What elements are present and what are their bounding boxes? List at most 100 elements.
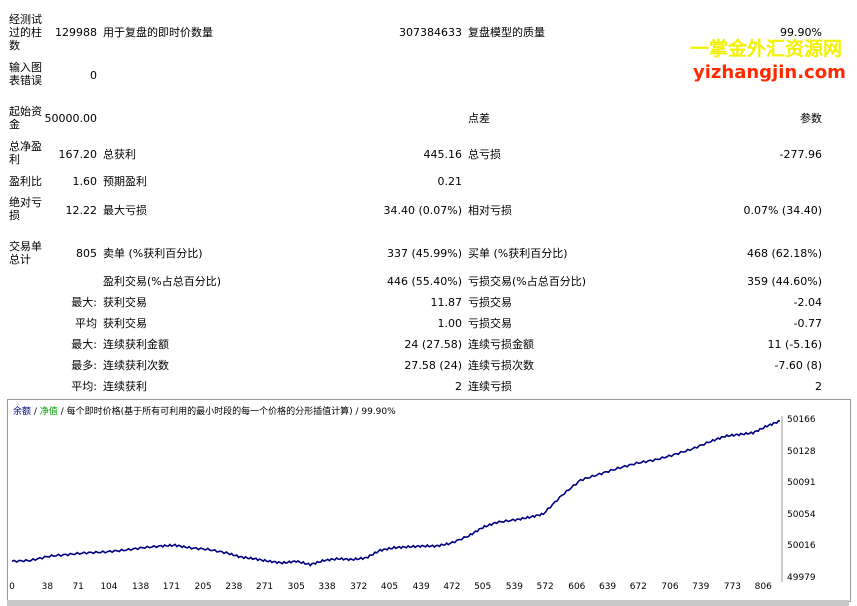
maximal-consec-loss-value: -7.60 (8) [774, 359, 822, 372]
loss-trades-label: 亏损交易(%占总百分比) [468, 275, 587, 288]
x-tick-label: 205 [194, 582, 212, 592]
abs-drawdown-label: 绝对亏损 [9, 196, 42, 222]
x-tick-label: 372 [350, 582, 368, 592]
max-drawdown-value: 34.40 (0.07%) [383, 204, 462, 217]
maximal-consec-profit-value: 27.58 (24) [404, 359, 462, 372]
quality-value: 99.90% [780, 26, 822, 39]
x-tick-label: 472 [443, 582, 461, 592]
gross-loss-label: 总亏损 [468, 148, 501, 161]
average-loss-value: -0.77 [793, 317, 822, 330]
largest-profit-value: 11.87 [430, 296, 463, 309]
x-tick-label: 238 [225, 582, 243, 592]
max-drawdown-label: 最大亏损 [103, 204, 147, 217]
x-tick-label: 706 [661, 582, 679, 592]
mismatch-label: 输入图表错误 [9, 61, 42, 87]
x-tick-label: 639 [598, 582, 617, 592]
x-tick-label: 104 [100, 582, 118, 592]
largest-loss-value: -2.04 [793, 296, 822, 309]
x-tick-label: 739 [692, 582, 710, 592]
avg-consec-wins-value: 2 [455, 380, 462, 393]
x-tick-label: 0 [9, 582, 15, 592]
x-tick-label: 806 [754, 582, 772, 592]
y-tick-label: 50054 [787, 509, 816, 520]
profit-factor-value: 1.60 [72, 175, 98, 188]
x-tick-label: 572 [536, 582, 554, 592]
x-tick-label: 405 [380, 582, 399, 592]
average-prefix: 平均 [75, 317, 97, 330]
legend-model: 每个即时价格(基于所有可利用的最小时段的每一个价格的分形插值计算) [66, 407, 353, 417]
largest-loss-label: 亏损交易 [468, 296, 512, 309]
net-profit-value: 167.20 [58, 148, 98, 161]
x-tick-label: 773 [723, 582, 742, 592]
mismatch-value: 0 [90, 69, 97, 82]
expected-payoff-label: 预期盈利 [103, 175, 147, 188]
avg-consec-losses-value: 2 [815, 380, 822, 393]
rel-drawdown-label: 相对亏损 [468, 204, 512, 217]
long-positions-label: 买单 (%获利百分比) [468, 247, 568, 260]
max-consec-wins-label: 连续获利金额 [103, 338, 169, 351]
total-trades-value: 805 [76, 247, 97, 260]
gross-profit-value: 445.16 [423, 148, 463, 161]
legend-quality: 99.90% [361, 407, 396, 417]
short-positions-label: 卖单 (%获利百分比) [103, 247, 203, 260]
maximal-consec-profit-label: 连续获利次数 [103, 359, 169, 372]
profit-trades-label: 盈利交易(%占总百分比) [103, 275, 222, 288]
legend-equity: 净值 [39, 407, 58, 417]
max-consec-losses-value: 11 (-5.16) [767, 338, 822, 351]
x-tick-label: 271 [255, 582, 274, 592]
y-tick-label: 50016 [787, 541, 816, 552]
x-tick-label: 138 [132, 582, 150, 592]
profit-factor-label: 盈利比 [9, 175, 42, 188]
long-positions-value: 468 (62.18%) [746, 247, 822, 260]
max-prefix: 最大: [71, 338, 97, 351]
balance-chart [7, 399, 851, 602]
y-tick-label: 50166 [787, 415, 816, 425]
average-loss-label: 亏损交易 [468, 317, 512, 330]
short-positions-value: 337 (45.99%) [386, 247, 462, 260]
deposit-value: 50000.00 [44, 112, 98, 125]
y-tick-label: 49979 [787, 573, 816, 583]
spread-value: 参数 [800, 112, 822, 125]
x-tick-label: 606 [568, 582, 586, 592]
bars-tested-label: 经测试过的柱数 [9, 13, 42, 52]
total-trades-label: 交易单总计 [9, 240, 42, 266]
max-consec-wins-value: 24 (27.58) [404, 338, 462, 351]
quality-label: 复盘模型的质量 [468, 26, 545, 39]
y-tick-label: 50128 [787, 446, 816, 457]
expected-payoff-value: 0.21 [437, 175, 463, 188]
x-tick-label: 71 [72, 582, 84, 592]
watermark-title: 一掌金外汇资源网 [690, 38, 843, 60]
x-tick-label: 171 [162, 582, 180, 592]
ticks-value: 307384633 [399, 26, 462, 39]
largest-profit-label: 获利交易 [103, 296, 147, 309]
average-profit-value: 1.00 [437, 317, 463, 330]
ticks-label: 用于复盘的即时价数量 [103, 26, 213, 39]
legend-sep: / [352, 407, 362, 417]
gross-profit-label: 总获利 [103, 148, 136, 161]
x-tick-label: 38 [41, 582, 54, 592]
avg-consec-wins-label: 连续获利 [103, 380, 147, 393]
watermark-url: yizhangjin.com [693, 62, 846, 83]
x-tick-label: 439 [412, 582, 430, 592]
net-profit-label: 总净盈利 [9, 140, 42, 166]
x-tick-label: 539 [505, 582, 523, 592]
deposit-label: 起始资金 [9, 105, 42, 131]
legend-sep: / [31, 407, 40, 417]
x-tick-label: 305 [287, 582, 305, 592]
gross-loss-value: -277.96 [779, 148, 822, 161]
largest-prefix: 最大: [71, 296, 97, 309]
x-tick-label: 505 [474, 582, 492, 592]
spread-label: 点差 [468, 112, 490, 125]
abs-drawdown-value: 12.22 [65, 204, 98, 217]
rel-drawdown-value: 0.07% (34.40) [743, 204, 822, 217]
average-profit-label: 获利交易 [103, 317, 147, 330]
x-tick-label: 338 [318, 582, 336, 592]
loss-trades-value: 359 (44.60%) [746, 275, 822, 288]
chart-scrollbar[interactable] [7, 600, 849, 606]
chart-legend: 余额 / 净值 / 每个即时价格(基于所有可利用的最小时段的每一个价格的分形插值… [13, 404, 396, 417]
max-consec-losses-label: 连续亏损金额 [468, 338, 534, 351]
x-tick-label: 672 [629, 582, 647, 592]
bars-tested-value: 129988 [55, 26, 97, 39]
legend-balance: 余额 [13, 407, 32, 417]
profit-trades-value: 446 (55.40%) [386, 275, 462, 288]
